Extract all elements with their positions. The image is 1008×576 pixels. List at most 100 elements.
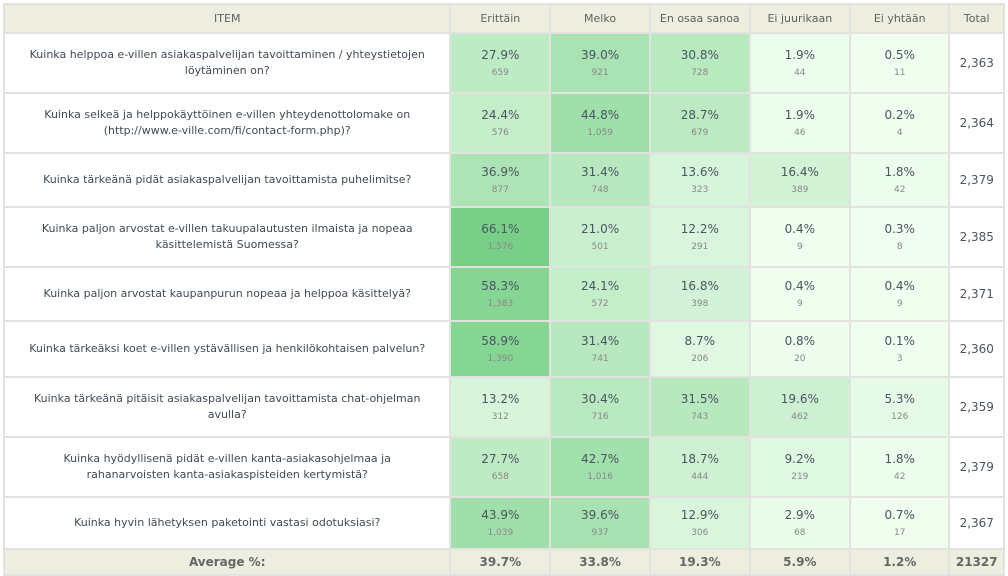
row-total: 2,359 <box>950 378 1003 436</box>
percent-value: 36.9% <box>481 165 520 179</box>
percent-value: 31.4% <box>581 165 620 179</box>
average-percent: 1.2% <box>850 550 949 574</box>
count-value: 9 <box>896 299 903 309</box>
response-cell: 0.4% 9 <box>750 268 849 320</box>
table-row: Kuinka hyvin lähetyksen paketointi vasta… <box>5 498 1003 548</box>
count-value: 42 <box>893 472 906 482</box>
average-percent: 39.7% <box>451 550 550 574</box>
item-question: Kuinka tärkeänä pidät asiakaspalvelijan … <box>5 154 450 206</box>
percent-value: 0.4% <box>784 279 816 293</box>
count-value: 3 <box>896 354 903 364</box>
count-value: 312 <box>491 412 509 422</box>
percent-value: 0.2% <box>884 108 915 122</box>
response-cell: 27.9% 659 <box>451 34 550 92</box>
column-header[interactable]: Ei yhtään <box>850 5 949 32</box>
percent-value: 30.8% <box>680 48 719 62</box>
percent-value: 2.9% <box>784 508 816 522</box>
item-question: Kuinka helppoa e-villen asiakaspalvelija… <box>5 34 450 92</box>
table-row: Kuinka paljon arvostat kaupanpurun nopea… <box>5 268 1003 320</box>
response-cell: 0.1% 3 <box>850 322 949 376</box>
column-header[interactable]: Ei juurikaan <box>750 5 849 32</box>
count-value: 921 <box>591 68 609 78</box>
response-cell: 0.5% 11 <box>850 34 949 92</box>
average-percent: 33.8% <box>551 550 649 574</box>
percent-value: 42.7% <box>581 452 620 466</box>
response-cell: 12.9% 306 <box>650 498 749 548</box>
percent-value: 1.9% <box>784 108 816 122</box>
response-cell: 21.0% 501 <box>551 208 649 266</box>
column-header[interactable]: Melko <box>551 5 649 32</box>
response-cell: 58.9% 1,390 <box>451 322 550 376</box>
count-value: 1,039 <box>487 528 514 538</box>
response-cell: 58.3% 1,383 <box>451 268 550 320</box>
percent-value: 8.7% <box>684 334 716 348</box>
column-header[interactable]: ITEM <box>5 5 450 32</box>
response-cell: 1.9% 46 <box>750 94 849 152</box>
count-value: 323 <box>691 185 709 195</box>
count-value: 1,390 <box>487 354 514 364</box>
count-value: 1,016 <box>587 472 613 482</box>
response-cell: 2.9% 68 <box>750 498 849 548</box>
response-cell: 31.5% 743 <box>650 378 749 436</box>
count-value: 659 <box>491 68 509 78</box>
percent-value: 9.2% <box>784 452 816 466</box>
response-cell: 1.8% 42 <box>850 438 949 496</box>
count-value: 42 <box>893 185 906 195</box>
table-row: Kuinka tärkeäksi koet e-villen ystävälli… <box>5 322 1003 376</box>
response-cell: 24.1% 572 <box>551 268 649 320</box>
count-value: 17 <box>893 528 906 538</box>
row-total: 2,385 <box>950 208 1003 266</box>
count-value: 462 <box>791 412 809 422</box>
count-value: 206 <box>691 354 709 364</box>
count-value: 46 <box>794 128 806 138</box>
response-cell: 42.7% 1,016 <box>551 438 649 496</box>
response-cell: 9.2% 219 <box>750 438 849 496</box>
header-row: ITEM Erittäin Melko En osaa sanoa Ei juurika… <box>5 5 1003 32</box>
count-value: 8 <box>896 242 903 252</box>
percent-value: 28.7% <box>680 108 719 122</box>
response-cell: 0.3% 8 <box>850 208 949 266</box>
column-header[interactable]: Total <box>950 5 1003 32</box>
item-question: Kuinka tärkeänä pitäisit asiakaspalvelij… <box>5 378 450 436</box>
percent-value: 43.9% <box>481 508 520 522</box>
percent-value: 58.9% <box>481 334 520 348</box>
count-value: 877 <box>491 185 509 195</box>
count-value: 44 <box>794 68 806 78</box>
percent-value: 1.8% <box>884 452 915 466</box>
response-cell: 31.4% 741 <box>551 322 649 376</box>
percent-value: 44.8% <box>581 108 620 122</box>
count-value: 398 <box>691 299 709 309</box>
table-row: Kuinka hyödyllisenä pidät e-villen kanta… <box>5 438 1003 496</box>
count-value: 389 <box>791 185 809 195</box>
response-cell: 13.2% 312 <box>451 378 550 436</box>
count-value: 679 <box>691 128 709 138</box>
percent-value: 30.4% <box>581 392 620 406</box>
count-value: 741 <box>591 354 609 364</box>
count-value: 728 <box>691 68 709 78</box>
column-header[interactable]: En osaa sanoa <box>650 5 749 32</box>
count-value: 219 <box>791 472 809 482</box>
percent-value: 0.5% <box>884 48 915 62</box>
percent-value: 58.3% <box>481 279 520 293</box>
count-value: 937 <box>591 528 609 538</box>
percent-value: 39.6% <box>581 508 620 522</box>
percent-value: 31.4% <box>581 334 620 348</box>
response-cell: 19.6% 462 <box>750 378 849 436</box>
response-cell: 36.9% 877 <box>451 154 550 206</box>
response-cell: 30.8% 728 <box>650 34 749 92</box>
row-total: 2,363 <box>950 34 1003 92</box>
count-value: 658 <box>491 472 509 482</box>
response-cell: 16.4% 389 <box>750 154 849 206</box>
table-row: Kuinka helppoa e-villen asiakaspalvelija… <box>5 34 1003 92</box>
count-value: 716 <box>591 412 609 422</box>
percent-value: 24.1% <box>581 279 620 293</box>
item-question: Kuinka tärkeäksi koet e-villen ystävälli… <box>5 322 450 376</box>
row-total: 2,360 <box>950 322 1003 376</box>
count-value: 572 <box>591 299 609 309</box>
response-cell: 8.7% 206 <box>650 322 749 376</box>
count-value: 306 <box>691 528 709 538</box>
response-cell: 0.8% 20 <box>750 322 849 376</box>
column-header[interactable]: Erittäin <box>451 5 550 32</box>
response-cell: 43.9% 1,039 <box>451 498 550 548</box>
average-percent: 5.9% <box>750 550 849 574</box>
